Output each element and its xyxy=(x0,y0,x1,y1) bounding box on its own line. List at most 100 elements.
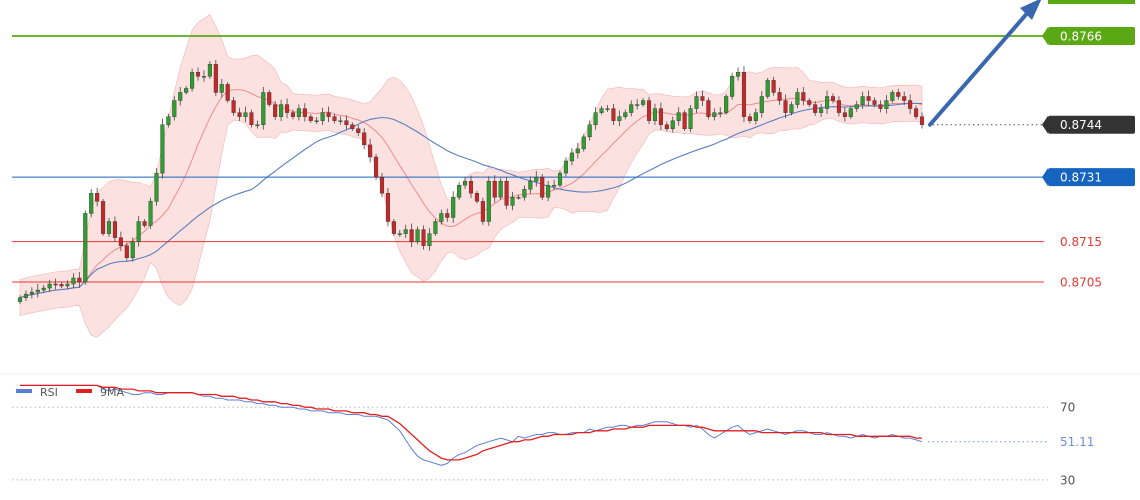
candle-body xyxy=(403,229,408,234)
candle-body xyxy=(391,221,396,234)
candle-body xyxy=(101,201,106,234)
trend-arrow-shaft xyxy=(928,8,1032,127)
candle-body xyxy=(385,193,390,222)
candle-body xyxy=(540,176,545,198)
candle-body xyxy=(492,180,497,198)
candle-body xyxy=(106,221,112,234)
candle-body xyxy=(872,100,877,105)
candle-body xyxy=(753,112,758,121)
candle-body xyxy=(284,104,290,113)
candle-body xyxy=(641,100,646,105)
candle-body xyxy=(854,104,859,109)
candle-body xyxy=(445,213,450,218)
candle-body xyxy=(718,112,723,114)
candle-body xyxy=(706,100,711,117)
candle-body xyxy=(35,289,40,293)
ma-slow-line xyxy=(19,102,923,299)
candle-body xyxy=(842,112,847,117)
candle-body xyxy=(919,116,925,125)
candle-body xyxy=(243,112,248,117)
trend-arrow-head xyxy=(1020,0,1042,20)
candle-body xyxy=(213,64,218,93)
offscreen-target-tag xyxy=(1048,0,1135,4)
candle-body xyxy=(344,120,349,125)
candle-body xyxy=(486,180,491,222)
candle-body xyxy=(178,92,183,101)
candle-body xyxy=(23,293,28,298)
candle-body xyxy=(237,112,242,117)
candle-body xyxy=(676,112,681,121)
candle-body xyxy=(658,108,663,125)
legend-label-rsi: RSI xyxy=(40,386,58,399)
level-tag-current-price xyxy=(1048,115,1135,134)
candle-body xyxy=(172,100,177,117)
candle-body xyxy=(166,116,171,125)
candle-body xyxy=(302,108,307,117)
level-tag-pointer-current-price xyxy=(1042,115,1048,134)
candle-body xyxy=(890,92,895,101)
level-label-pivot: 0.8731 xyxy=(1060,171,1102,185)
candle-body xyxy=(273,104,278,117)
candle-body xyxy=(747,116,752,121)
candle-body xyxy=(700,96,705,101)
candle-body xyxy=(605,108,610,110)
candle-body xyxy=(17,297,23,302)
candle-body xyxy=(664,124,669,129)
candle-body xyxy=(255,124,260,126)
candle-body xyxy=(136,221,141,242)
rsi-legend: RSI 9MA xyxy=(16,386,124,399)
rsi-axis-labels: 70 30 51.11 xyxy=(1060,401,1094,488)
candle-body xyxy=(593,112,598,125)
candle-body xyxy=(581,136,586,150)
candle-body xyxy=(617,116,622,121)
candle-body xyxy=(759,96,764,113)
candle-body xyxy=(908,100,913,109)
candle-body xyxy=(207,64,212,77)
rsi-guide-label-30: 30 xyxy=(1060,473,1075,487)
ma-fast-line xyxy=(19,89,923,299)
candle-body xyxy=(184,88,189,93)
candle-body xyxy=(231,100,236,113)
candle-body xyxy=(730,76,735,97)
candle-body xyxy=(765,80,770,97)
candle-body xyxy=(516,197,521,199)
candle-body xyxy=(724,96,729,113)
candle-body xyxy=(534,176,539,182)
level-label-support-1: 0.8715 xyxy=(1060,235,1102,249)
rsi-guide-lines xyxy=(12,406,1048,481)
candle-body xyxy=(154,172,159,202)
candle-body xyxy=(795,92,800,105)
candle-body xyxy=(735,72,741,77)
candle-body xyxy=(142,221,147,226)
candle-body xyxy=(71,277,76,285)
candle-body xyxy=(813,104,818,113)
candle-body xyxy=(219,84,224,93)
candle-body xyxy=(498,180,503,198)
candle-body xyxy=(552,185,557,187)
candle-body xyxy=(546,185,551,198)
candle-body xyxy=(825,96,830,109)
candle-body xyxy=(148,201,153,226)
rsi-line-9ma xyxy=(20,384,922,461)
candle-body xyxy=(261,92,266,125)
candle-body xyxy=(528,180,533,190)
candle-body xyxy=(474,193,479,202)
candle-body xyxy=(807,100,812,105)
price-panel: 0.8766 0.8744 0.8731 0.8715 0.8705 xyxy=(12,0,1135,338)
candle-body xyxy=(112,221,117,238)
candle-body xyxy=(320,112,325,121)
candle-body xyxy=(510,197,515,206)
candle-body xyxy=(670,120,675,129)
candle-body xyxy=(569,152,574,162)
candle-body xyxy=(314,120,319,122)
candle-body xyxy=(451,197,456,218)
candle-body xyxy=(646,100,652,121)
rsi-series xyxy=(20,384,923,466)
candle-body xyxy=(801,92,806,101)
candle-body xyxy=(557,172,563,186)
moving-averages xyxy=(19,89,923,299)
candle-body xyxy=(830,96,836,101)
candle-body xyxy=(118,237,123,246)
candle-body xyxy=(712,112,717,117)
